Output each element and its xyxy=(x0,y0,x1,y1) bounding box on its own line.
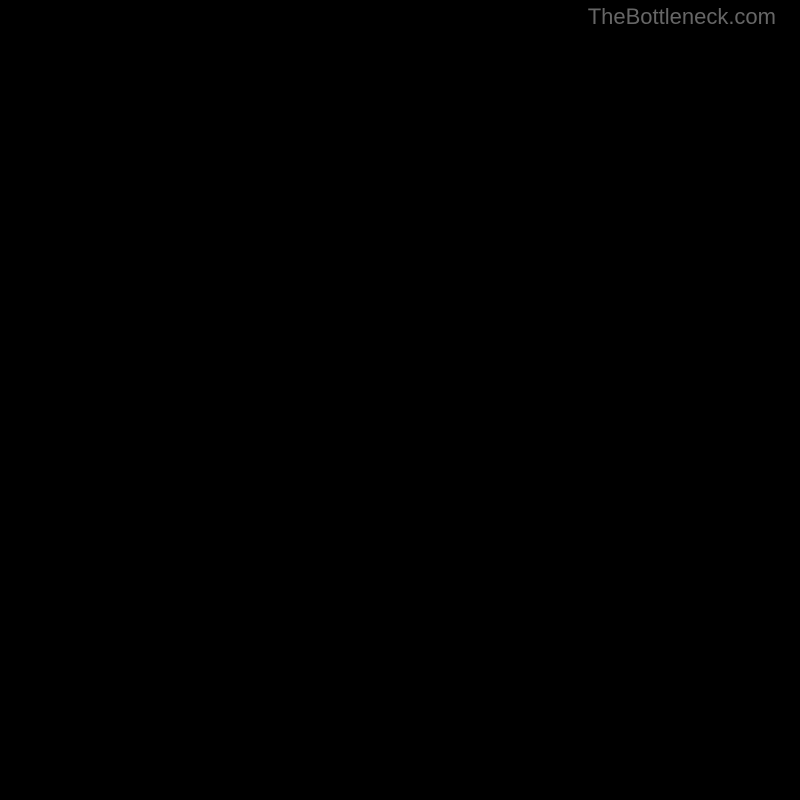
chart-container: TheBottleneck.com xyxy=(0,0,800,800)
watermark-text: TheBottleneck.com xyxy=(588,4,776,30)
bottleneck-heatmap xyxy=(32,32,768,768)
